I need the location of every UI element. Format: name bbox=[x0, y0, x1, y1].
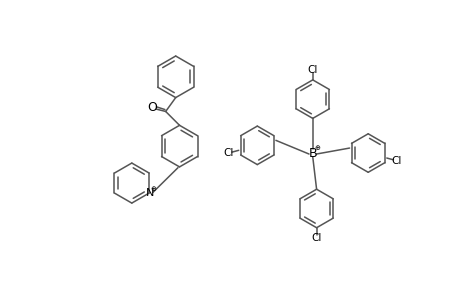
Text: O: O bbox=[146, 101, 157, 115]
Text: ⊕: ⊕ bbox=[151, 186, 157, 192]
Text: ⊕: ⊕ bbox=[314, 146, 319, 152]
Text: Cl: Cl bbox=[224, 148, 234, 158]
Text: Cl: Cl bbox=[391, 156, 401, 166]
Text: B: B bbox=[308, 146, 316, 160]
Text: Cl: Cl bbox=[307, 65, 317, 75]
Text: Cl: Cl bbox=[311, 233, 321, 243]
Text: N: N bbox=[146, 188, 154, 198]
